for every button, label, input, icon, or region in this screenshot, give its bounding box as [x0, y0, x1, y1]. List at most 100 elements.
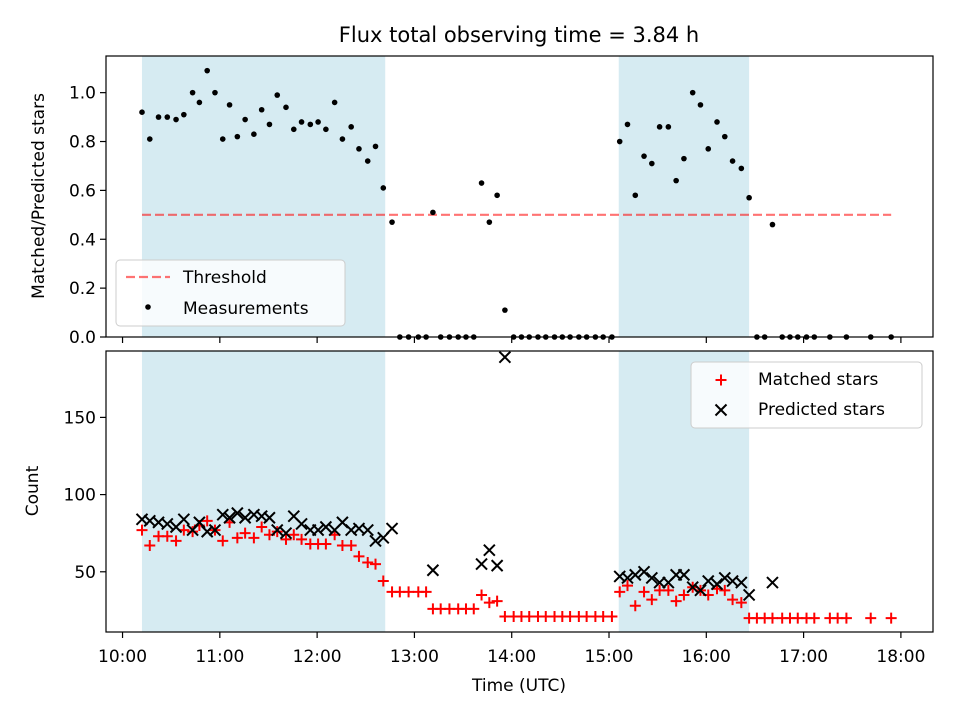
y-tick-label: 0.8 — [69, 133, 96, 153]
predicted-star-point — [475, 557, 488, 571]
measurement-point — [356, 146, 362, 152]
predicted-star-point — [295, 517, 308, 531]
matched-star-point — [670, 595, 682, 607]
measurement-point — [274, 92, 281, 98]
matched-star-point — [280, 533, 292, 545]
measurement-point — [624, 121, 631, 128]
legend-box — [115, 259, 346, 327]
measurement-point — [486, 219, 493, 225]
predicted-star-point — [238, 511, 252, 524]
matched-star-point — [621, 580, 633, 592]
measurement-point — [204, 67, 210, 74]
y-axis-label-top: Matched/Predicted stars — [29, 93, 49, 299]
legend-box — [690, 361, 923, 429]
measurement-point — [173, 116, 179, 123]
matched-star-point — [296, 533, 308, 545]
matched-star-point — [476, 589, 488, 601]
matched-star-point — [766, 612, 778, 624]
matched-star-point — [420, 586, 432, 598]
measurement-point — [234, 133, 241, 140]
x-tick-label: 12:00 — [293, 647, 342, 667]
matched-star-point — [370, 558, 382, 570]
legend-measurement-swatch — [145, 304, 151, 310]
x-axis-label: Time (UTC) — [471, 676, 566, 696]
measurement-point — [212, 89, 218, 96]
measurement-point — [641, 153, 647, 159]
predicted-star-point — [677, 568, 691, 582]
measurement-point — [331, 99, 338, 106]
matched-star-point — [727, 594, 739, 606]
predicted-star-point — [710, 577, 724, 591]
matched-star-point — [491, 595, 503, 607]
x-tick-label: 14:00 — [487, 647, 536, 667]
chart-title: Flux total observing time = 3.84 h — [339, 23, 699, 47]
matched-star-point — [865, 612, 877, 624]
matched-star-point — [735, 597, 747, 609]
predicted-star-point — [263, 511, 276, 524]
measurement-point — [146, 136, 153, 142]
x-tick-label: 15:00 — [585, 647, 634, 667]
matched-star-point — [144, 540, 156, 552]
matched-star-point — [353, 550, 365, 562]
measurement-point — [315, 119, 321, 125]
x-tick-label: 13:00 — [390, 647, 439, 667]
legend-measurement-label: Measurements — [183, 299, 309, 319]
measurement-point — [339, 136, 346, 142]
matched-star-point — [403, 586, 415, 598]
axes-frame-bottom — [105, 350, 934, 633]
x-tick-label: 10:00 — [98, 647, 147, 667]
legend-matched-swatch — [715, 374, 727, 386]
predicted-star-point — [621, 571, 634, 585]
matched-star-point — [320, 538, 332, 550]
predicted-star-point — [311, 523, 325, 537]
measurement-point — [649, 160, 655, 167]
observing-window-shade — [618, 56, 750, 337]
measurement-point — [689, 89, 696, 96]
measurement-point — [430, 209, 436, 216]
y-tick-label: 0.2 — [69, 279, 96, 299]
measurement-point — [656, 124, 663, 130]
predicted-star-point — [208, 523, 222, 537]
measurement-point — [616, 138, 623, 145]
predicted-star-point — [177, 513, 191, 526]
predicted-star-point — [735, 576, 748, 589]
predicted-star-point — [766, 576, 779, 589]
predicted-star-point — [629, 568, 642, 582]
predicted-star-point — [653, 576, 666, 589]
measurement-point — [729, 158, 736, 164]
measurement-point — [155, 114, 162, 120]
matched-star-point — [161, 530, 173, 542]
measurement-point — [714, 119, 720, 125]
x-tick-label: 17:00 — [779, 647, 828, 667]
y-tick-label: 50 — [74, 563, 96, 583]
matched-star-point — [468, 603, 480, 615]
matched-star-point — [719, 584, 731, 596]
matched-star-point — [136, 524, 148, 536]
measurement-point — [364, 158, 371, 164]
predicted-star-point — [216, 508, 229, 521]
matched-star-point — [362, 557, 374, 569]
matched-star-point — [377, 575, 389, 587]
predicted-star-point — [686, 581, 699, 594]
predicted-star-point — [231, 506, 244, 520]
measurement-point — [380, 185, 387, 191]
y-tick-label: 100 — [64, 486, 96, 506]
measurement-point — [290, 126, 297, 133]
measurement-point — [697, 102, 704, 108]
predicted-star-point — [718, 571, 731, 585]
matched-star-point — [885, 612, 897, 624]
matched-star-point — [231, 532, 243, 544]
predicted-star-point — [279, 526, 293, 540]
matched-star-point — [201, 515, 213, 527]
y-axis-label-bottom: Count — [23, 465, 43, 516]
legend-threshold-label: Threshold — [182, 268, 267, 288]
matched-star-point — [217, 535, 229, 547]
y-tick-label: 0.0 — [69, 328, 96, 348]
predicted-star-point — [271, 523, 284, 537]
predicted-star-point — [193, 516, 206, 529]
matched-star-point — [239, 527, 251, 539]
measurement-point — [139, 109, 145, 115]
observing-window-shade — [141, 351, 386, 632]
measurement-point — [266, 121, 273, 128]
measurement-point — [494, 192, 500, 199]
